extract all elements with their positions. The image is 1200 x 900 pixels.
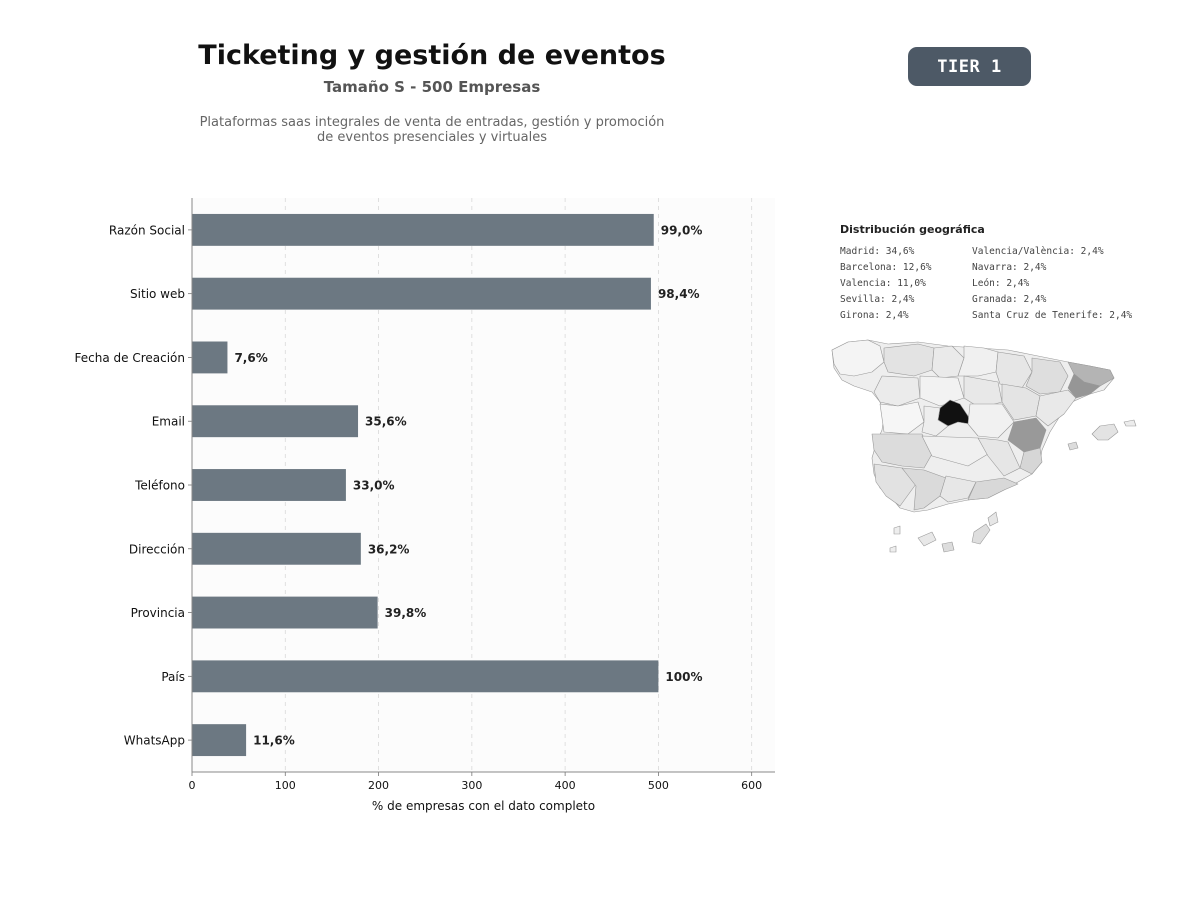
bar: [192, 405, 359, 438]
map-region: [1025, 357, 1069, 395]
map-island: [917, 531, 937, 547]
map-island: [1091, 423, 1119, 441]
description: Plataformas saas integrales de venta de …: [182, 115, 682, 145]
bar: [192, 277, 651, 310]
map-region: [1019, 447, 1043, 475]
data-label: 7,6%: [234, 351, 267, 365]
category-label: Fecha de Creación: [75, 351, 185, 365]
map-region: [1067, 373, 1101, 399]
data-label: 39,8%: [385, 606, 427, 620]
geo-item: Barcelona: 12,6%: [840, 262, 932, 273]
geo-item: Madrid: 34,6%: [840, 246, 915, 257]
map-island: [893, 525, 901, 535]
geo-item: Valencia/València: 2,4%: [972, 246, 1104, 257]
map-island: [941, 541, 955, 553]
category-label: Teléfono: [134, 479, 185, 493]
category-label: Razón Social: [109, 223, 185, 237]
page-title: Ticketing y gestión de eventos: [198, 40, 666, 71]
data-label: 11,6%: [253, 734, 295, 748]
map-region: [977, 437, 1021, 477]
map-region: [921, 405, 949, 437]
geo-title: Distribución geográfica: [840, 223, 985, 236]
bar: [192, 724, 247, 757]
x-tick-label: 300: [461, 779, 482, 792]
bar: [192, 596, 378, 629]
map-region: [901, 467, 947, 511]
data-label: 33,0%: [353, 479, 395, 493]
map-region: [1035, 389, 1077, 427]
category-label: Dirección: [129, 542, 185, 556]
category-label: Provincia: [131, 606, 185, 620]
x-axis-label: % de empresas con el dato completo: [372, 799, 595, 813]
map-region: [967, 403, 1015, 439]
geo-item: Navarra: 2,4%: [972, 262, 1047, 273]
x-tick-label: 200: [368, 779, 389, 792]
geo-item: Sevilla: 2,4%: [840, 294, 915, 305]
map-region: [921, 435, 989, 467]
description-line-2: de eventos presenciales y virtuales: [317, 130, 547, 145]
map-island: [987, 511, 999, 527]
geo-item: Santa Cruz de Tenerife: 2,4%: [972, 310, 1133, 321]
map-region: [883, 343, 935, 377]
bar: [192, 660, 659, 693]
map-region: [967, 477, 1019, 501]
data-label: 98,4%: [658, 287, 700, 301]
page-subtitle: Tamaño S - 500 Empresas: [323, 78, 541, 96]
map-region: [957, 345, 999, 377]
data-label: 99,0%: [661, 223, 703, 237]
x-tick-label: 0: [189, 779, 196, 792]
x-tick-label: 500: [648, 779, 669, 792]
map-island: [889, 545, 897, 553]
map-region: [939, 475, 977, 503]
map-region: [879, 401, 925, 435]
data-label: 100%: [665, 670, 702, 684]
geo-item: Granada: 2,4%: [972, 294, 1047, 305]
spain-map: [831, 339, 1137, 553]
map-island: [971, 523, 991, 545]
data-label: 35,6%: [365, 415, 407, 429]
data-label: 36,2%: [368, 542, 410, 556]
category-label: Sitio web: [130, 287, 185, 301]
x-tick-label: 400: [555, 779, 576, 792]
geo-item: Valencia: 11,0%: [840, 278, 926, 289]
geo-item: León: 2,4%: [972, 278, 1030, 289]
category-label: Email: [152, 415, 185, 429]
x-tick-label: 600: [741, 779, 762, 792]
bar-chart: 99,0% Razón Social 98,4% Sitio web 7,6% Fecha…: [75, 198, 775, 813]
x-tick-label: 100: [275, 779, 296, 792]
bar: [192, 213, 654, 246]
map-island: [1123, 419, 1137, 427]
map-island: [1067, 441, 1079, 451]
bar: [192, 532, 361, 565]
description-line-1: Plataformas saas integrales de venta de …: [199, 115, 665, 130]
map-region: [831, 339, 885, 377]
category-label: País: [161, 670, 185, 684]
bar: [192, 341, 228, 374]
tier-badge: TIER 1: [908, 47, 1031, 86]
bar: [192, 469, 346, 501]
category-label: WhatsApp: [124, 734, 185, 748]
geo-item: Girona: 2,4%: [840, 310, 909, 321]
